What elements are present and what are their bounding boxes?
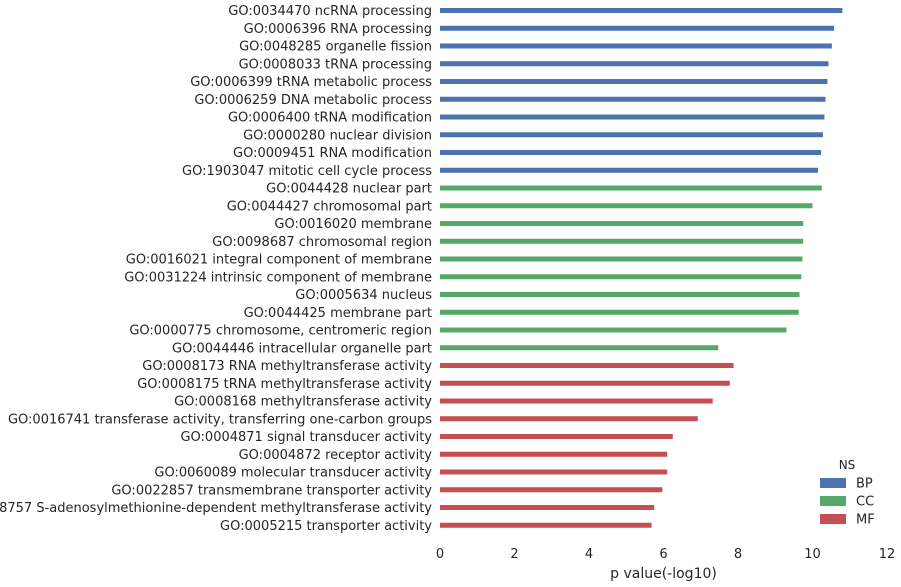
y-tick-label: GO:0016021 integral component of membran… [126, 253, 432, 268]
bar [440, 8, 843, 13]
y-tick-label: GO:0008757 S-adenosylmethionine-dependen… [0, 501, 432, 516]
y-tick-label: GO:0044425 membrane part [244, 306, 432, 321]
y-tick-label: GO:0006396 RNA processing [244, 22, 432, 37]
x-tick-label: 12 [879, 547, 896, 562]
legend-swatch [820, 514, 846, 524]
bar [440, 256, 803, 262]
bar [440, 309, 799, 315]
bar [440, 522, 652, 528]
bar [440, 150, 822, 155]
y-axis-labels: GO:0034470 ncRNA processing GO:0006396 RN… [0, 4, 432, 534]
y-tick-label: GO:0044446 intracellular organelle part [172, 341, 432, 356]
x-tick-label: 4 [585, 547, 593, 562]
bar [440, 185, 822, 191]
y-tick-label: GO:0004871 signal transducer activity [180, 430, 432, 445]
bars [440, 8, 843, 528]
y-tick-label: GO:0000775 chromosome, centromeric regio… [129, 324, 432, 339]
y-tick-label: GO:0004872 receptor activity [239, 448, 433, 463]
y-tick-label: GO:0006400 tRNA modification [228, 111, 432, 126]
bar [440, 327, 787, 333]
legend-swatch [820, 478, 846, 488]
x-tick-label: 0 [436, 547, 444, 562]
bar [440, 380, 730, 386]
x-tick-label: 2 [510, 547, 518, 562]
y-tick-label: GO:0098687 chromosomal region [212, 235, 432, 250]
legend-label: MF [856, 513, 875, 528]
bar [440, 451, 668, 457]
bar [440, 79, 828, 84]
bar [440, 434, 673, 439]
bar [440, 167, 819, 173]
bar [440, 345, 719, 351]
y-tick-label: GO:0008168 methyltransferase activity [174, 395, 432, 410]
bar [440, 61, 829, 67]
y-tick-label: GO:0006399 tRNA metabolic process [190, 75, 432, 90]
y-tick-label: GO:0022857 transmembrane transporter act… [111, 483, 432, 498]
y-tick-label: GO:0005215 transporter activity [220, 519, 432, 534]
y-tick-label: GO:0009451 RNA modification [233, 146, 432, 161]
x-tick-label: 8 [734, 547, 742, 562]
y-tick-label: GO:0044427 chromosomal part [227, 199, 432, 214]
y-tick-label: GO:1903047 mitotic cell cycle process [182, 164, 432, 179]
bar [440, 221, 804, 226]
y-tick-label: GO:0016020 membrane [274, 217, 432, 232]
bar [440, 469, 668, 475]
legend-swatch [820, 496, 846, 506]
y-tick-label: GO:0006259 DNA metabolic process [194, 93, 432, 108]
bar [440, 363, 734, 368]
x-tick-label: 6 [659, 547, 667, 562]
x-axis-ticks: 0 2 4 6 8 10 12 [436, 547, 895, 562]
bar [440, 25, 835, 31]
y-tick-label: GO:0008173 RNA methyltransferase activit… [142, 359, 432, 374]
x-tick-label: 10 [804, 547, 821, 562]
y-tick-label: GO:0016741 transferase activity, transfe… [8, 412, 432, 427]
bar [440, 43, 832, 49]
x-axis-label: p value(-log10) [610, 566, 717, 582]
bar [440, 274, 802, 280]
bar [440, 203, 813, 209]
y-tick-label: GO:0005634 nucleus [295, 288, 432, 303]
bar [440, 238, 804, 244]
legend-title: NS [839, 458, 856, 472]
bar [440, 114, 825, 120]
bar [440, 96, 826, 102]
legend: NS BP CC MF [820, 458, 875, 528]
bar [440, 487, 663, 493]
bar [440, 505, 655, 510]
bar [440, 292, 800, 297]
bar [440, 416, 698, 422]
y-tick-label: GO:0060089 molecular transducer activity [154, 466, 432, 481]
y-tick-label: GO:0044428 nuclear part [266, 182, 432, 197]
y-tick-label: GO:0008033 tRNA processing [239, 57, 432, 72]
y-tick-label: GO:0000280 nuclear division [243, 128, 432, 143]
legend-label: BP [856, 477, 873, 492]
bar [440, 132, 823, 138]
y-tick-label: GO:0034470 ncRNA processing [228, 4, 432, 19]
y-tick-label: GO:0008175 tRNA methyltransferase activi… [137, 377, 432, 392]
bar [440, 398, 713, 404]
y-tick-label: GO:0031224 intrinsic component of membra… [124, 270, 432, 285]
legend-label: CC [856, 495, 874, 510]
y-tick-label: GO:0048285 organelle fission [239, 40, 432, 55]
